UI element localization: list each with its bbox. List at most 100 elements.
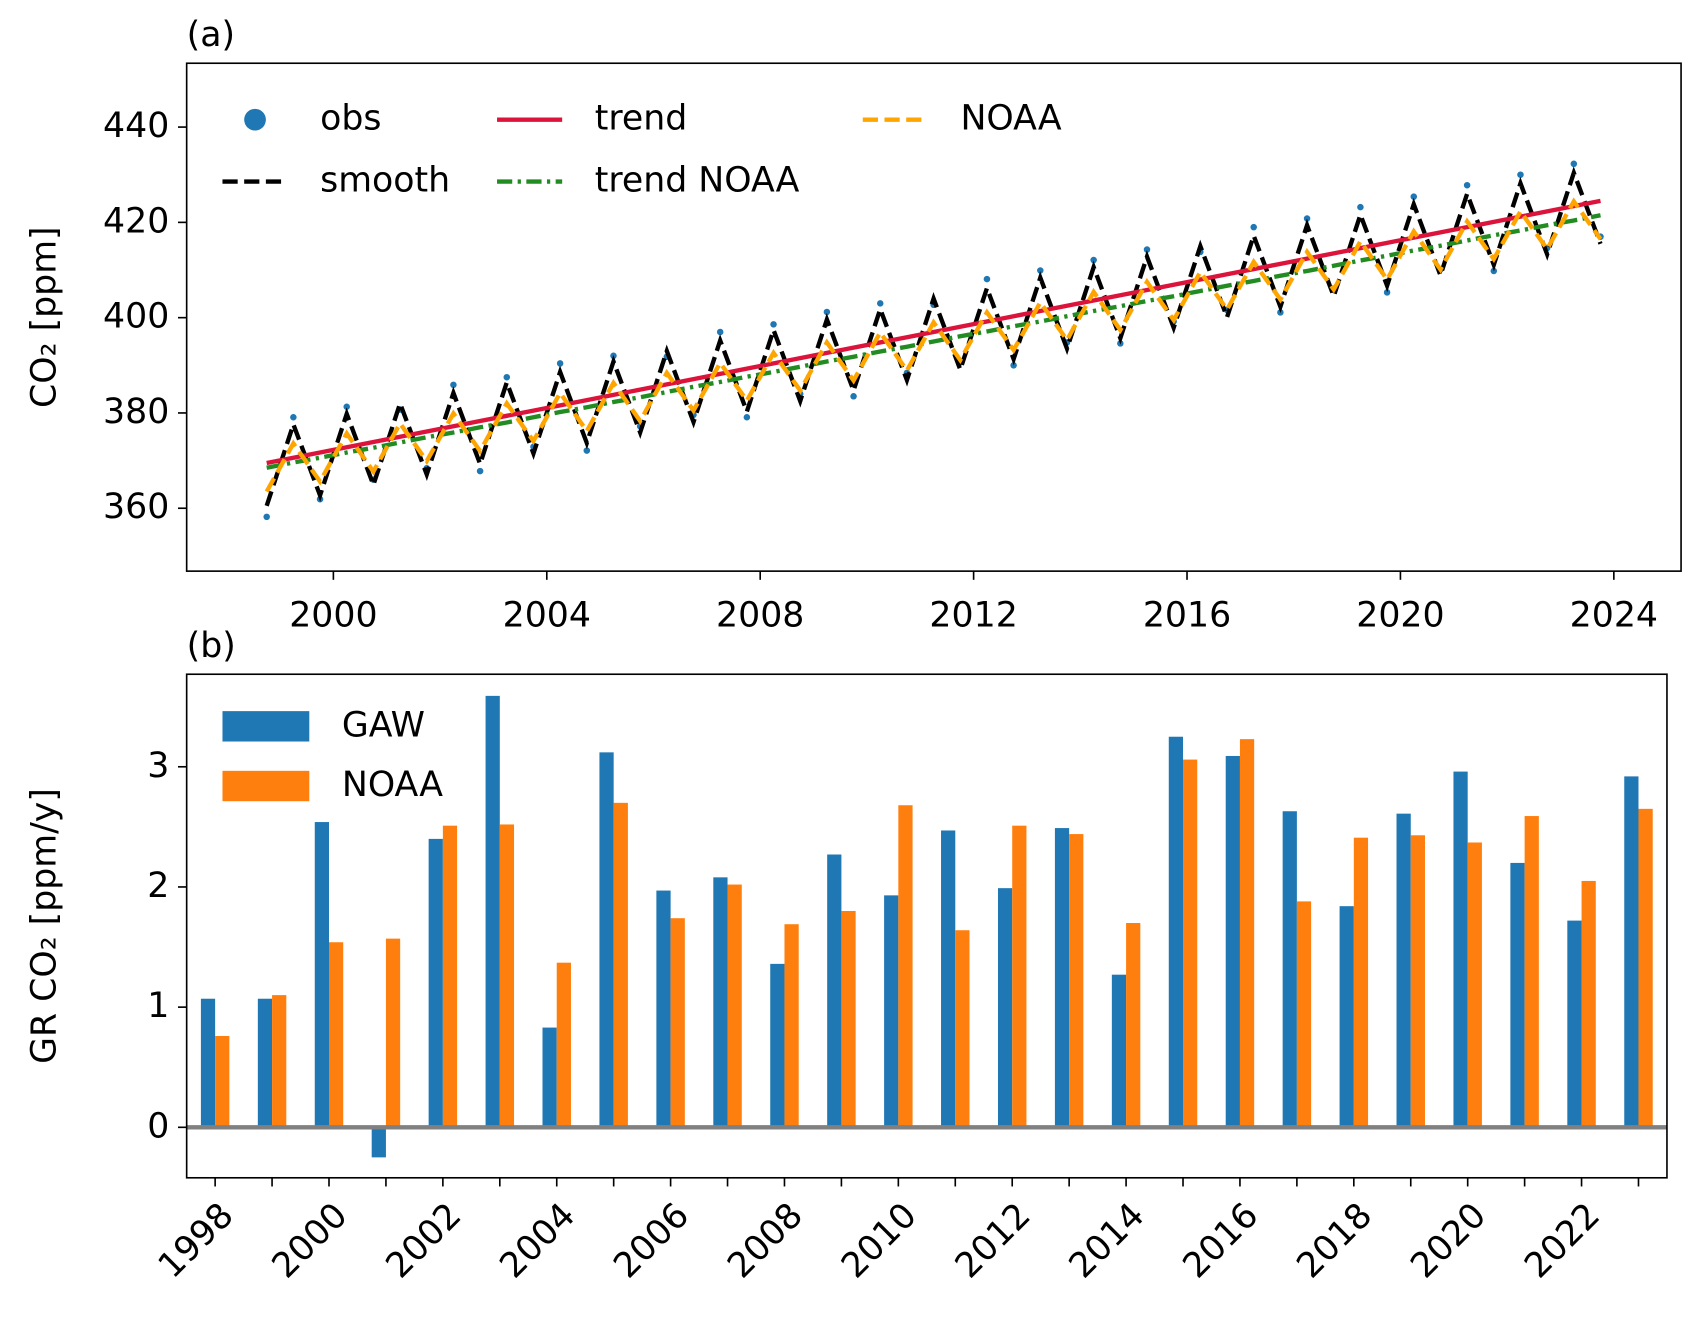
legend-label: trend	[595, 99, 688, 139]
bar	[371, 1127, 386, 1158]
bar	[1225, 755, 1240, 1128]
bar	[1126, 923, 1141, 1128]
obs-point	[743, 413, 751, 421]
obs-point	[583, 447, 591, 454]
x-tick-label: 2000	[289, 596, 377, 636]
obs-point	[1357, 203, 1364, 211]
obs-point	[1383, 289, 1391, 296]
y-axis-label: CO₂ [ppm]	[25, 226, 65, 408]
bar	[385, 938, 401, 1128]
x-tick-label: 2004	[503, 596, 591, 636]
bar	[442, 825, 458, 1128]
bar	[727, 884, 742, 1128]
x-tick-label: 2010	[834, 1196, 925, 1287]
obs-point	[1570, 160, 1578, 168]
bar	[428, 838, 443, 1128]
plot-frame	[185, 62, 1682, 572]
bar	[257, 998, 273, 1128]
bar	[1581, 880, 1596, 1128]
x-tick-label: 2006	[606, 1196, 697, 1287]
obs-point	[850, 393, 857, 400]
bar	[898, 805, 913, 1128]
bar	[556, 962, 571, 1128]
bar	[328, 942, 344, 1128]
x-tick-label: 2000	[265, 1196, 356, 1287]
series-line	[266, 198, 1601, 466]
bar	[542, 1027, 557, 1128]
obs-point	[1010, 362, 1017, 369]
bar	[841, 910, 856, 1128]
bar	[670, 918, 685, 1128]
x-tick-label: 2016	[1143, 596, 1231, 636]
bar	[1410, 835, 1425, 1128]
bar	[713, 877, 728, 1128]
bar	[499, 824, 515, 1128]
y-tick-label: 420	[103, 201, 169, 241]
bar	[1638, 808, 1653, 1128]
bar	[1624, 776, 1639, 1128]
x-tick-label: 2012	[948, 1196, 1039, 1287]
bar	[1183, 759, 1198, 1128]
obs-point	[476, 467, 484, 475]
obs-point	[343, 403, 350, 411]
y-tick-label: 2	[147, 866, 169, 906]
bar	[1069, 834, 1084, 1128]
y-tick-label: 440	[103, 106, 169, 146]
obs-point	[983, 275, 991, 283]
y-tick-label: 360	[103, 487, 169, 527]
x-tick-label: 2022	[1517, 1196, 1608, 1287]
legend-swatch	[222, 770, 310, 802]
y-tick-label: 380	[103, 392, 169, 432]
bar	[1239, 739, 1255, 1128]
x-tick-label: 2020	[1356, 596, 1444, 636]
bar	[1567, 920, 1582, 1128]
obs-point	[450, 381, 457, 389]
bar	[1012, 825, 1027, 1128]
series-line	[264, 197, 1603, 493]
legend-label: GAW	[342, 705, 425, 745]
y-tick-label: 3	[147, 746, 169, 786]
bar	[1524, 816, 1539, 1128]
bar	[215, 1035, 230, 1128]
x-tick-label: 2016	[1176, 1196, 1267, 1287]
bar	[770, 963, 785, 1128]
legend-label: NOAA	[960, 99, 1061, 139]
bar	[1467, 842, 1482, 1128]
bar	[200, 998, 216, 1128]
bar	[1353, 837, 1369, 1128]
obs-point	[1143, 246, 1151, 253]
obs-point	[1490, 267, 1498, 275]
y-axis-label: GR CO₂ [ppm/y]	[25, 788, 65, 1064]
bar	[1510, 862, 1525, 1128]
plot-frame	[185, 673, 1668, 1179]
series-line	[266, 213, 1601, 470]
bar	[272, 995, 287, 1128]
x-tick-label: 1998	[151, 1196, 242, 1287]
bar	[941, 830, 956, 1128]
y-tick-label: 400	[103, 297, 169, 337]
x-tick-label: 2024	[1570, 596, 1658, 636]
legend-marker	[244, 108, 266, 131]
bar	[1396, 813, 1411, 1128]
bar	[827, 854, 842, 1128]
legend-swatch	[222, 711, 310, 742]
bar	[1296, 901, 1312, 1128]
obs-point	[503, 373, 511, 381]
obs-point	[1517, 171, 1524, 178]
bar	[599, 752, 614, 1128]
x-tick-label: 2004	[492, 1196, 583, 1287]
obs-point	[556, 360, 564, 367]
legend-label: NOAA	[342, 765, 443, 805]
obs-point	[1410, 193, 1418, 200]
bar	[1168, 736, 1184, 1128]
bar	[784, 924, 799, 1128]
legend-label: smooth	[320, 161, 450, 201]
obs-point	[1303, 215, 1311, 222]
bar	[314, 822, 329, 1128]
obs-point	[716, 328, 724, 336]
obs-point	[1090, 256, 1097, 264]
x-tick-label: 2018	[1290, 1196, 1381, 1287]
x-tick-label: 2020	[1403, 1196, 1494, 1287]
x-tick-label: 2002	[379, 1196, 470, 1287]
